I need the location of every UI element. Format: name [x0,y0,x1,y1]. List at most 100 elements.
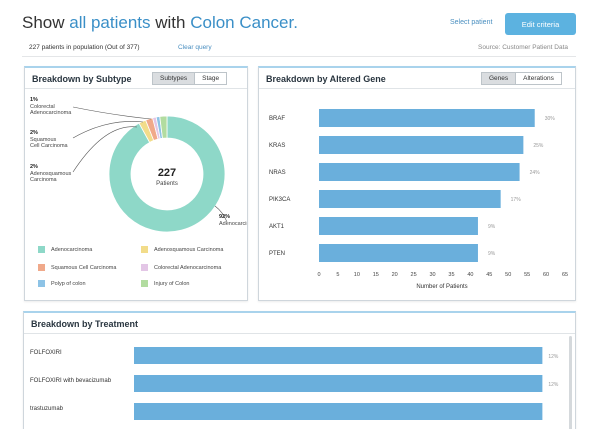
legend-swatch [141,246,148,253]
subtypes-toggle-button[interactable]: Subtypes [152,72,196,85]
gene-x-tick: 20 [392,272,398,278]
gene-bar-chart: BRAF 30% KRAS 25% NRAS 24% PIK3CA 17% AKT1 9% PTEN… [269,109,568,290]
gene-value-label: 30% [545,116,556,122]
gene-x-tick: 60 [543,272,549,278]
gene-panel-title: Breakdown by Altered Gene [266,74,386,84]
edit-criteria-button[interactable]: Edit criteria [505,13,576,35]
gene-panel-header [259,68,575,89]
legend-swatch [38,246,45,253]
donut-center-value: 227 [158,167,176,179]
condition-link[interactable]: Colon Cancer. [190,13,298,32]
donut-slice-1[interactable] [108,115,226,233]
treatment-value-label: 12% [548,382,559,388]
gene-bar[interactable] [319,109,535,127]
gene-x-axis-label: Number of Patients [416,284,467,290]
gene-value-label: 9% [488,224,496,230]
gene-label: KRAS [269,143,285,149]
gene-x-tick: 5 [336,272,339,278]
legend-item[interactable]: Polyp of colon [38,280,86,287]
callout-line-1 [72,106,152,120]
treatment-label: trastuzumab [30,406,64,412]
subtype-toggle: Subtypes Stage [152,72,228,85]
callout-label-4: Adenocarcinoma [219,221,247,227]
callout-line-4 [214,205,228,223]
treatment-bar-chart: FOLFOXIRI 12% FOLFOXIRI with bevacizumab 12… [30,336,572,429]
gene-label: PIK3CA [269,197,290,203]
title-mid: with [150,13,191,32]
legend-swatch [141,280,148,287]
gene-value-label: 25% [533,143,544,149]
gene-x-tick: 15 [373,272,379,278]
callout-label-3: Carcinoma [30,177,58,183]
clear-query-link[interactable]: Clear query [178,44,212,51]
legend-item[interactable]: Adenosquamous Carcinoma [141,246,223,253]
legend-label: Adenocarcinoma [51,246,93,253]
legend-label: Squamous Cell Carcinoma [51,264,117,271]
legend-label: Polyp of colon [51,280,86,287]
subtype-panel: Breakdown by Subtype Subtypes Stage 227 P… [24,66,248,301]
legend-label: Injury of Colon [154,280,190,287]
gene-bar[interactable] [319,190,501,208]
gene-x-tick: 65 [562,272,568,278]
callout-label-2: Squamous [30,137,57,143]
page-header: Show all patients with Colon Cancer. Sel… [0,0,600,48]
gene-bar[interactable] [319,136,524,154]
page-title: Show all patients with Colon Cancer. [22,13,298,33]
gene-x-tick: 0 [317,272,320,278]
population-bar: 227 patients in population (Out of 377) … [22,41,576,57]
gene-x-tick: 10 [354,272,360,278]
legend-item[interactable]: Squamous Cell Carcinoma [38,264,116,271]
gene-toggle: Genes Alterations [481,72,562,85]
callout-percent-2: 2% [30,130,38,136]
gene-label: PTEN [269,251,285,257]
treatment-scrollbar[interactable] [569,336,572,429]
data-source: Source: Customer Patient Data [478,44,568,51]
donut-center-label: Patients [156,181,178,187]
legend-item[interactable]: Adenocarcinoma [38,246,92,253]
gene-label: NRAS [269,170,286,176]
gene-label: AKT1 [269,224,285,230]
gene-x-tick: 45 [486,272,492,278]
select-patient-link[interactable]: Select patient [450,19,493,26]
treatment-panel-header [24,313,575,334]
genes-toggle-button[interactable]: Genes [481,72,517,85]
donut-slice-6[interactable] [159,115,168,139]
legend-item[interactable]: Injury of Colon [141,280,189,287]
treatment-bar[interactable] [134,347,543,364]
callout-label-1: Colorectal [30,104,55,110]
treatment-panel-title: Breakdown by Treatment [31,319,139,329]
callout-percent-1: 1% [30,97,38,103]
gene-x-tick: 30 [429,272,435,278]
gene-x-tick: 40 [467,272,473,278]
gene-bar[interactable] [319,244,478,262]
gene-bar[interactable] [319,163,520,181]
callout-percent-4: 92% [219,214,230,220]
population-count: 227 patients in population (Out of 377) [29,44,140,51]
gene-x-tick: 50 [505,272,511,278]
gene-label: BRAF [269,116,285,122]
legend-label: Adenosquamous Carcinoma [154,246,224,253]
gene-value-label: 17% [511,197,522,203]
treatment-bar[interactable] [134,403,543,420]
legend-swatch [141,264,148,271]
gene-panel: Breakdown by Altered Gene Genes Alterati… [258,66,576,301]
subtype-panel-title: Breakdown by Subtype [32,74,132,84]
gene-bar[interactable] [319,217,478,235]
legend-swatch [38,280,45,287]
subtype-donut-chart: 227Patients1%ColorectalAdenocarcinoma2%S… [30,97,247,233]
gene-x-tick: 25 [411,272,417,278]
treatment-label: FOLFOXIRI [30,350,62,356]
legend-item[interactable]: Colorectal Adenocarcinoma [141,264,221,271]
treatment-bar[interactable] [134,375,543,392]
callout-label-1: Adenocarcinoma [30,110,72,116]
legend-swatch [38,264,45,271]
callout-label-3: Adenosquamous [30,171,72,177]
callout-line-3 [72,126,138,173]
alterations-toggle-button[interactable]: Alterations [516,72,562,85]
gene-value-label: 24% [530,170,541,176]
callout-label-2: Cell Carcinoma [30,143,69,149]
callout-line-2 [72,121,144,139]
callout-percent-3: 2% [30,164,38,170]
stage-toggle-button[interactable]: Stage [195,72,228,85]
population-link[interactable]: all patients [69,13,151,32]
